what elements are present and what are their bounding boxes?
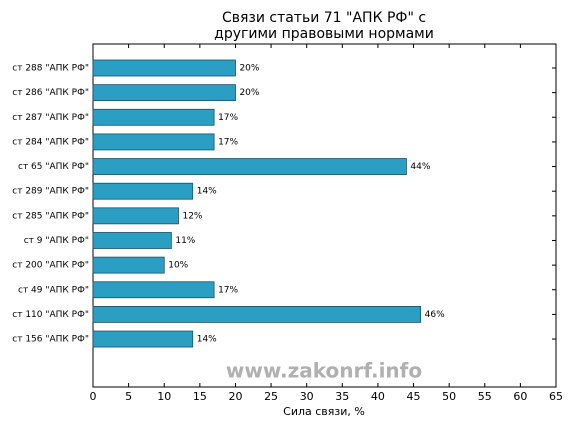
y-tick-label: ст 286 "АПК РФ" <box>12 88 89 98</box>
watermark: www.zakonrf.info <box>226 359 422 383</box>
y-tick-label: ст 285 "АПК РФ" <box>12 211 89 221</box>
value-label: 11% <box>175 236 195 246</box>
x-tick-label: 60 <box>513 390 527 403</box>
y-tick-label: ст 9 "АПК РФ" <box>24 236 89 246</box>
x-tick-label: 35 <box>335 390 349 403</box>
value-label: 20% <box>239 64 259 74</box>
x-tick-label: 40 <box>371 390 385 403</box>
y-tick-label: ст 289 "АПК РФ" <box>12 187 89 197</box>
bar <box>92 256 165 274</box>
bar <box>92 330 194 348</box>
x-tick-label: 5 <box>125 390 132 403</box>
value-label: 17% <box>218 285 238 295</box>
x-tick-label: 20 <box>228 390 242 403</box>
x-tick-label: 15 <box>193 390 207 403</box>
y-tick-label: ст 284 "АПК РФ" <box>12 137 89 147</box>
bar <box>92 182 194 200</box>
value-label: 46% <box>425 310 445 320</box>
bar <box>92 84 236 102</box>
x-tick-label: 45 <box>407 390 421 403</box>
y-tick-label: ст 110 "АПК РФ" <box>12 310 89 320</box>
y-tick-label: ст 287 "АПК РФ" <box>12 113 89 123</box>
x-tick-label: 65 <box>549 390 563 403</box>
y-tick-label: ст 156 "АПК РФ" <box>12 335 89 345</box>
value-label: 14% <box>197 187 217 197</box>
value-label: 12% <box>182 211 202 221</box>
value-label: 17% <box>218 113 238 123</box>
bar <box>92 133 215 151</box>
bar <box>92 158 407 175</box>
y-tick-label: ст 49 "АПК РФ" <box>18 285 89 295</box>
x-tick-label: 10 <box>157 390 171 403</box>
bar <box>92 232 172 249</box>
x-tick-label: 25 <box>264 390 278 403</box>
x-axis-label: Сила связи, % <box>283 405 365 418</box>
x-tick-label: 50 <box>442 390 456 403</box>
y-tick-label: ст 65 "АПК РФ" <box>18 162 89 172</box>
bar <box>92 281 215 299</box>
chart-title: Связи статьи 71 "АПК РФ" с <box>222 10 426 26</box>
y-tick-label: ст 200 "АПК РФ" <box>12 261 89 271</box>
x-tick-label: 0 <box>90 390 97 403</box>
value-label: 14% <box>197 335 217 345</box>
bar <box>92 59 236 77</box>
bar <box>92 108 215 126</box>
value-label: 44% <box>410 162 430 172</box>
bar <box>92 305 422 323</box>
value-label: 20% <box>239 88 259 98</box>
bar <box>92 207 179 225</box>
value-label: 17% <box>218 137 238 147</box>
x-tick-label: 55 <box>478 390 492 403</box>
chart-title: другими правовыми нормами <box>214 26 434 42</box>
y-tick-label: ст 288 "АПК РФ" <box>12 64 89 74</box>
value-label: 10% <box>168 261 188 271</box>
x-tick-label: 30 <box>300 390 314 403</box>
